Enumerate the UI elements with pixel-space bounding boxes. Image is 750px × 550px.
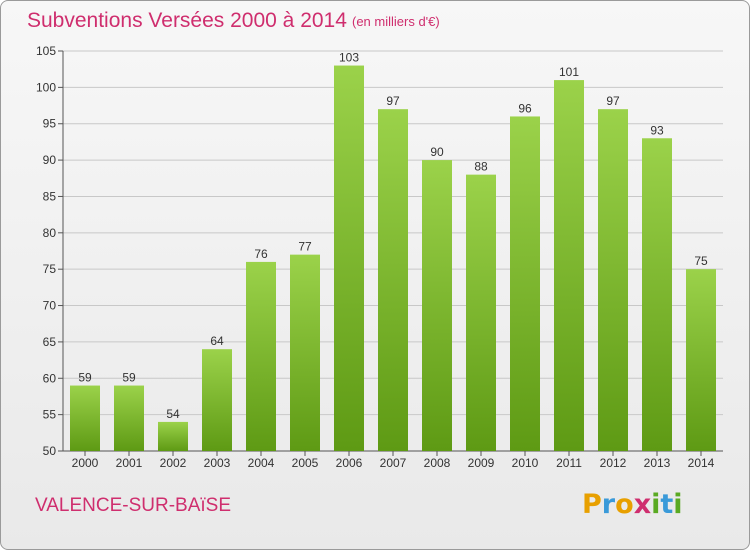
y-tick-label: 90	[43, 153, 57, 167]
data-label: 59	[122, 371, 136, 385]
y-tick-label: 95	[43, 117, 57, 131]
data-label: 96	[518, 101, 532, 115]
logo-letter: i	[651, 489, 661, 520]
y-tick-label: 55	[43, 408, 57, 422]
chart-subtitle: (en milliers d'€)	[352, 14, 440, 29]
x-tick-labels: 2000 2001 2002 2003 2004 2005 2006 2007 2008 2009…	[72, 456, 715, 470]
data-label: 90	[430, 145, 444, 159]
logo-letter: x	[633, 489, 652, 520]
logo-letter: o	[615, 489, 634, 520]
data-label: 88	[474, 160, 488, 174]
y-tick-label: 50	[43, 444, 57, 458]
bars	[70, 65, 716, 452]
bar	[510, 116, 540, 452]
data-label: 77	[298, 240, 312, 254]
bar	[114, 385, 144, 451]
bar	[70, 385, 100, 451]
y-tick-label: 85	[43, 189, 57, 203]
logo-letter: r	[601, 489, 616, 520]
x-tick-label: 2003	[204, 456, 231, 470]
data-label: 101	[559, 65, 579, 79]
x-tick-label: 2008	[424, 456, 451, 470]
data-label: 75	[694, 254, 708, 268]
x-tick-label: 2004	[248, 456, 275, 470]
data-label: 103	[339, 51, 359, 65]
logo-letter: P	[582, 489, 602, 520]
x-tick-label: 2006	[336, 456, 363, 470]
y-tick-label: 100	[36, 80, 56, 94]
x-tick-label: 2014	[688, 456, 715, 470]
x-tick-label: 2012	[600, 456, 627, 470]
x-tick-label: 2001	[116, 456, 143, 470]
y-tick-label: 60	[43, 371, 57, 385]
x-tick-label: 2013	[644, 456, 671, 470]
bar	[466, 174, 496, 452]
data-label: 97	[606, 94, 620, 108]
x-tick-label: 2010	[512, 456, 539, 470]
bar	[686, 269, 716, 451]
data-labels: 59 59 54 64 76 77 103 97 90 88 96 101 97 93 75	[78, 51, 708, 421]
chart-title: Subventions Versées 2000 à 2014	[27, 9, 347, 32]
y-tick-label: 75	[43, 262, 57, 276]
x-tick-label: 2000	[72, 456, 99, 470]
bar	[334, 65, 364, 451]
data-label: 59	[78, 371, 92, 385]
bar	[554, 80, 584, 451]
y-tick-label: 70	[43, 299, 57, 313]
bar	[202, 349, 232, 451]
bar	[246, 261, 276, 451]
bar	[378, 109, 408, 451]
x-tick-label: 2009	[468, 456, 495, 470]
data-label: 93	[650, 123, 664, 137]
data-label: 64	[210, 334, 224, 348]
x-tick-label: 2011	[556, 456, 582, 470]
bar	[642, 138, 672, 452]
logo-letter: i	[673, 489, 683, 520]
x-tick-label: 2007	[380, 456, 407, 470]
y-tick-label: 65	[43, 335, 57, 349]
y-tick-labels: 50 55 60 65 70 75 80 85 90 95 100 105	[36, 44, 56, 458]
x-tick-label: 2005	[292, 456, 319, 470]
data-label: 97	[386, 94, 400, 108]
bar	[158, 421, 188, 451]
x-tick-label: 2002	[160, 456, 187, 470]
proxiti-logo[interactable]: Proxiti	[582, 489, 683, 520]
data-label: 76	[254, 247, 268, 261]
bar	[598, 109, 628, 451]
logo-letter: t	[660, 489, 674, 520]
bar	[422, 160, 452, 451]
y-tick-label: 80	[43, 226, 57, 240]
commune-name: VALENCE-SUR-BAïSE	[35, 495, 232, 516]
data-label: 54	[166, 407, 180, 421]
y-tick-label: 105	[36, 44, 56, 58]
bar	[290, 254, 320, 451]
